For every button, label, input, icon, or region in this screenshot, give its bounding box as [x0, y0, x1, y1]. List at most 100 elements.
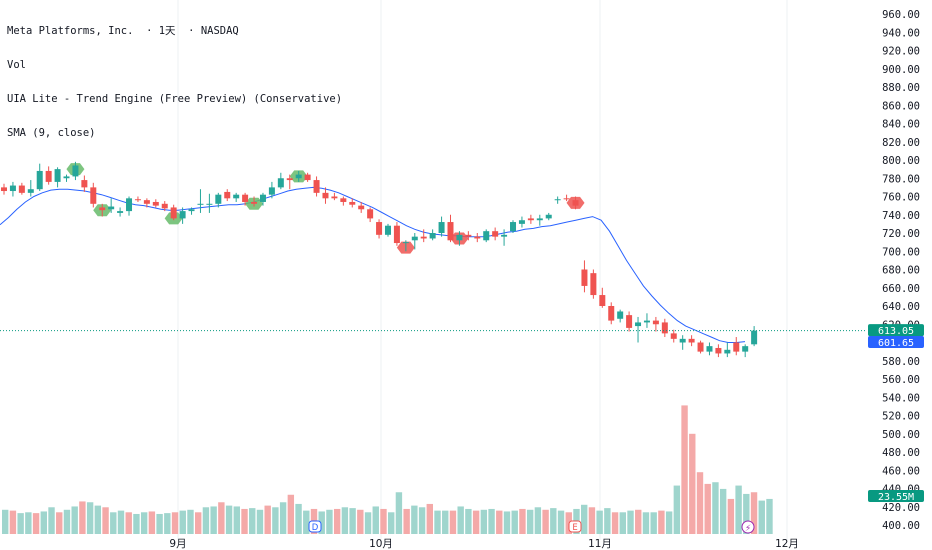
- volume-bar: [503, 511, 511, 534]
- flash-marker: ⚡: [745, 524, 751, 534]
- volume-bar: [295, 503, 302, 534]
- volume-tag: 23.55M: [878, 492, 914, 503]
- volume-bar: [164, 513, 171, 534]
- volume-bar: [195, 512, 202, 534]
- candle-body: [126, 198, 133, 212]
- price-tick-label: 720.00: [882, 228, 920, 240]
- volume-bar: [86, 502, 94, 534]
- volume-bar: [287, 494, 295, 534]
- price-tick-label: 400.00: [882, 520, 920, 532]
- candle-body: [447, 222, 454, 241]
- volume-bar: [457, 506, 464, 534]
- volume-bar: [650, 512, 657, 534]
- price-tick-label: 680.00: [882, 265, 920, 277]
- volume-bar: [364, 512, 372, 534]
- time-axis[interactable]: 9月 10月 11月 12月: [169, 538, 799, 550]
- volume-bar: [542, 509, 549, 534]
- volume-bar: [48, 507, 55, 534]
- price-tick-label: 520.00: [882, 411, 920, 423]
- volume-bar: [349, 508, 356, 534]
- candle-body: [376, 222, 383, 235]
- volume-bar: [318, 511, 325, 534]
- volume-bar: [225, 505, 233, 534]
- earnings-marker-bg: [568, 520, 582, 533]
- volume-bar: [696, 472, 704, 534]
- candle-body: [286, 178, 293, 181]
- time-tick-label: 12月: [775, 538, 799, 550]
- volume-bar: [442, 510, 449, 534]
- candle-body: [402, 242, 409, 244]
- volume-bar: [426, 503, 433, 534]
- price-tick-label: 760.00: [882, 192, 920, 204]
- volume-tag-bg: [868, 490, 924, 502]
- volume-bar: [550, 508, 557, 534]
- chart-legend: Meta Platforms, Inc. · 1天 · NASDAQ Vol U…: [7, 3, 342, 151]
- candle-body: [295, 174, 302, 179]
- price-tick-label: 700.00: [882, 246, 920, 258]
- candle-body: [626, 315, 633, 328]
- candle-body: [215, 194, 222, 204]
- volume-bar: [179, 510, 186, 534]
- sma-legend[interactable]: SMA (9, close): [7, 127, 96, 140]
- price-tick-label: 840.00: [882, 119, 920, 131]
- candle-body: [233, 194, 240, 199]
- price-tick-label: 920.00: [882, 46, 920, 58]
- candle-body: [590, 273, 597, 296]
- candle-body: [161, 203, 168, 209]
- volume-bar: [681, 405, 688, 534]
- volume-bar: [627, 510, 634, 534]
- price-tick-label: 860.00: [882, 100, 920, 112]
- volume-bar: [411, 505, 418, 534]
- volume-bar: [380, 508, 387, 534]
- candle-body: [751, 330, 758, 345]
- candle-body: [367, 209, 374, 219]
- candle-body: [277, 178, 284, 188]
- volume-bar: [496, 510, 503, 534]
- volume-bar: [25, 512, 32, 534]
- candle-body: [510, 222, 517, 232]
- earnings-marker: E: [572, 523, 577, 533]
- candle-body: [117, 211, 124, 213]
- candle-body: [54, 169, 61, 182]
- candle-body: [581, 269, 588, 286]
- price-candles: [1, 161, 758, 358]
- symbol-title[interactable]: Meta Platforms, Inc. · 1天 · NASDAQ: [7, 24, 239, 37]
- candle-body: [134, 199, 141, 201]
- volume-bar: [449, 510, 457, 534]
- candle-body: [224, 191, 231, 199]
- candle-body: [242, 194, 249, 202]
- candle-body: [313, 180, 320, 193]
- candle-body: [688, 338, 695, 343]
- volume-bar: [140, 512, 148, 534]
- price-tick-label: 960.00: [882, 9, 920, 21]
- indicator-legend[interactable]: UIA Lite - Trend Engine (Free Preview) (…: [7, 93, 343, 106]
- time-tick-label: 11月: [588, 538, 612, 550]
- volume-bar: [110, 512, 117, 534]
- candle-body: [536, 218, 543, 221]
- volume-bar: [465, 508, 472, 534]
- volume-bar: [9, 510, 17, 534]
- candle-body: [438, 222, 445, 233]
- candle-body: [527, 218, 534, 221]
- price-tick-label: 540.00: [882, 392, 920, 404]
- candle-body: [349, 201, 356, 205]
- candle-body: [340, 198, 347, 202]
- candle-body: [706, 346, 713, 352]
- volume-bar: [303, 510, 310, 534]
- candle-body: [251, 201, 258, 204]
- volume-bar: [488, 508, 495, 534]
- volume-legend[interactable]: Vol: [7, 59, 26, 72]
- volume-bar: [218, 502, 225, 534]
- last-price-tag-bg: [868, 324, 924, 337]
- price-axis[interactable]: 960.00 940.00 920.00 900.00 880.00 860.00 840.…: [882, 9, 920, 532]
- candle-body: [45, 170, 52, 182]
- volume-bar: [133, 513, 140, 534]
- volume-bar: [79, 501, 86, 534]
- candle-body: [63, 176, 70, 179]
- volume-bar: [102, 507, 109, 534]
- volume-bar: [241, 508, 248, 534]
- volume-bar: [32, 513, 40, 534]
- event-markers[interactable]: D E ⚡: [308, 520, 755, 534]
